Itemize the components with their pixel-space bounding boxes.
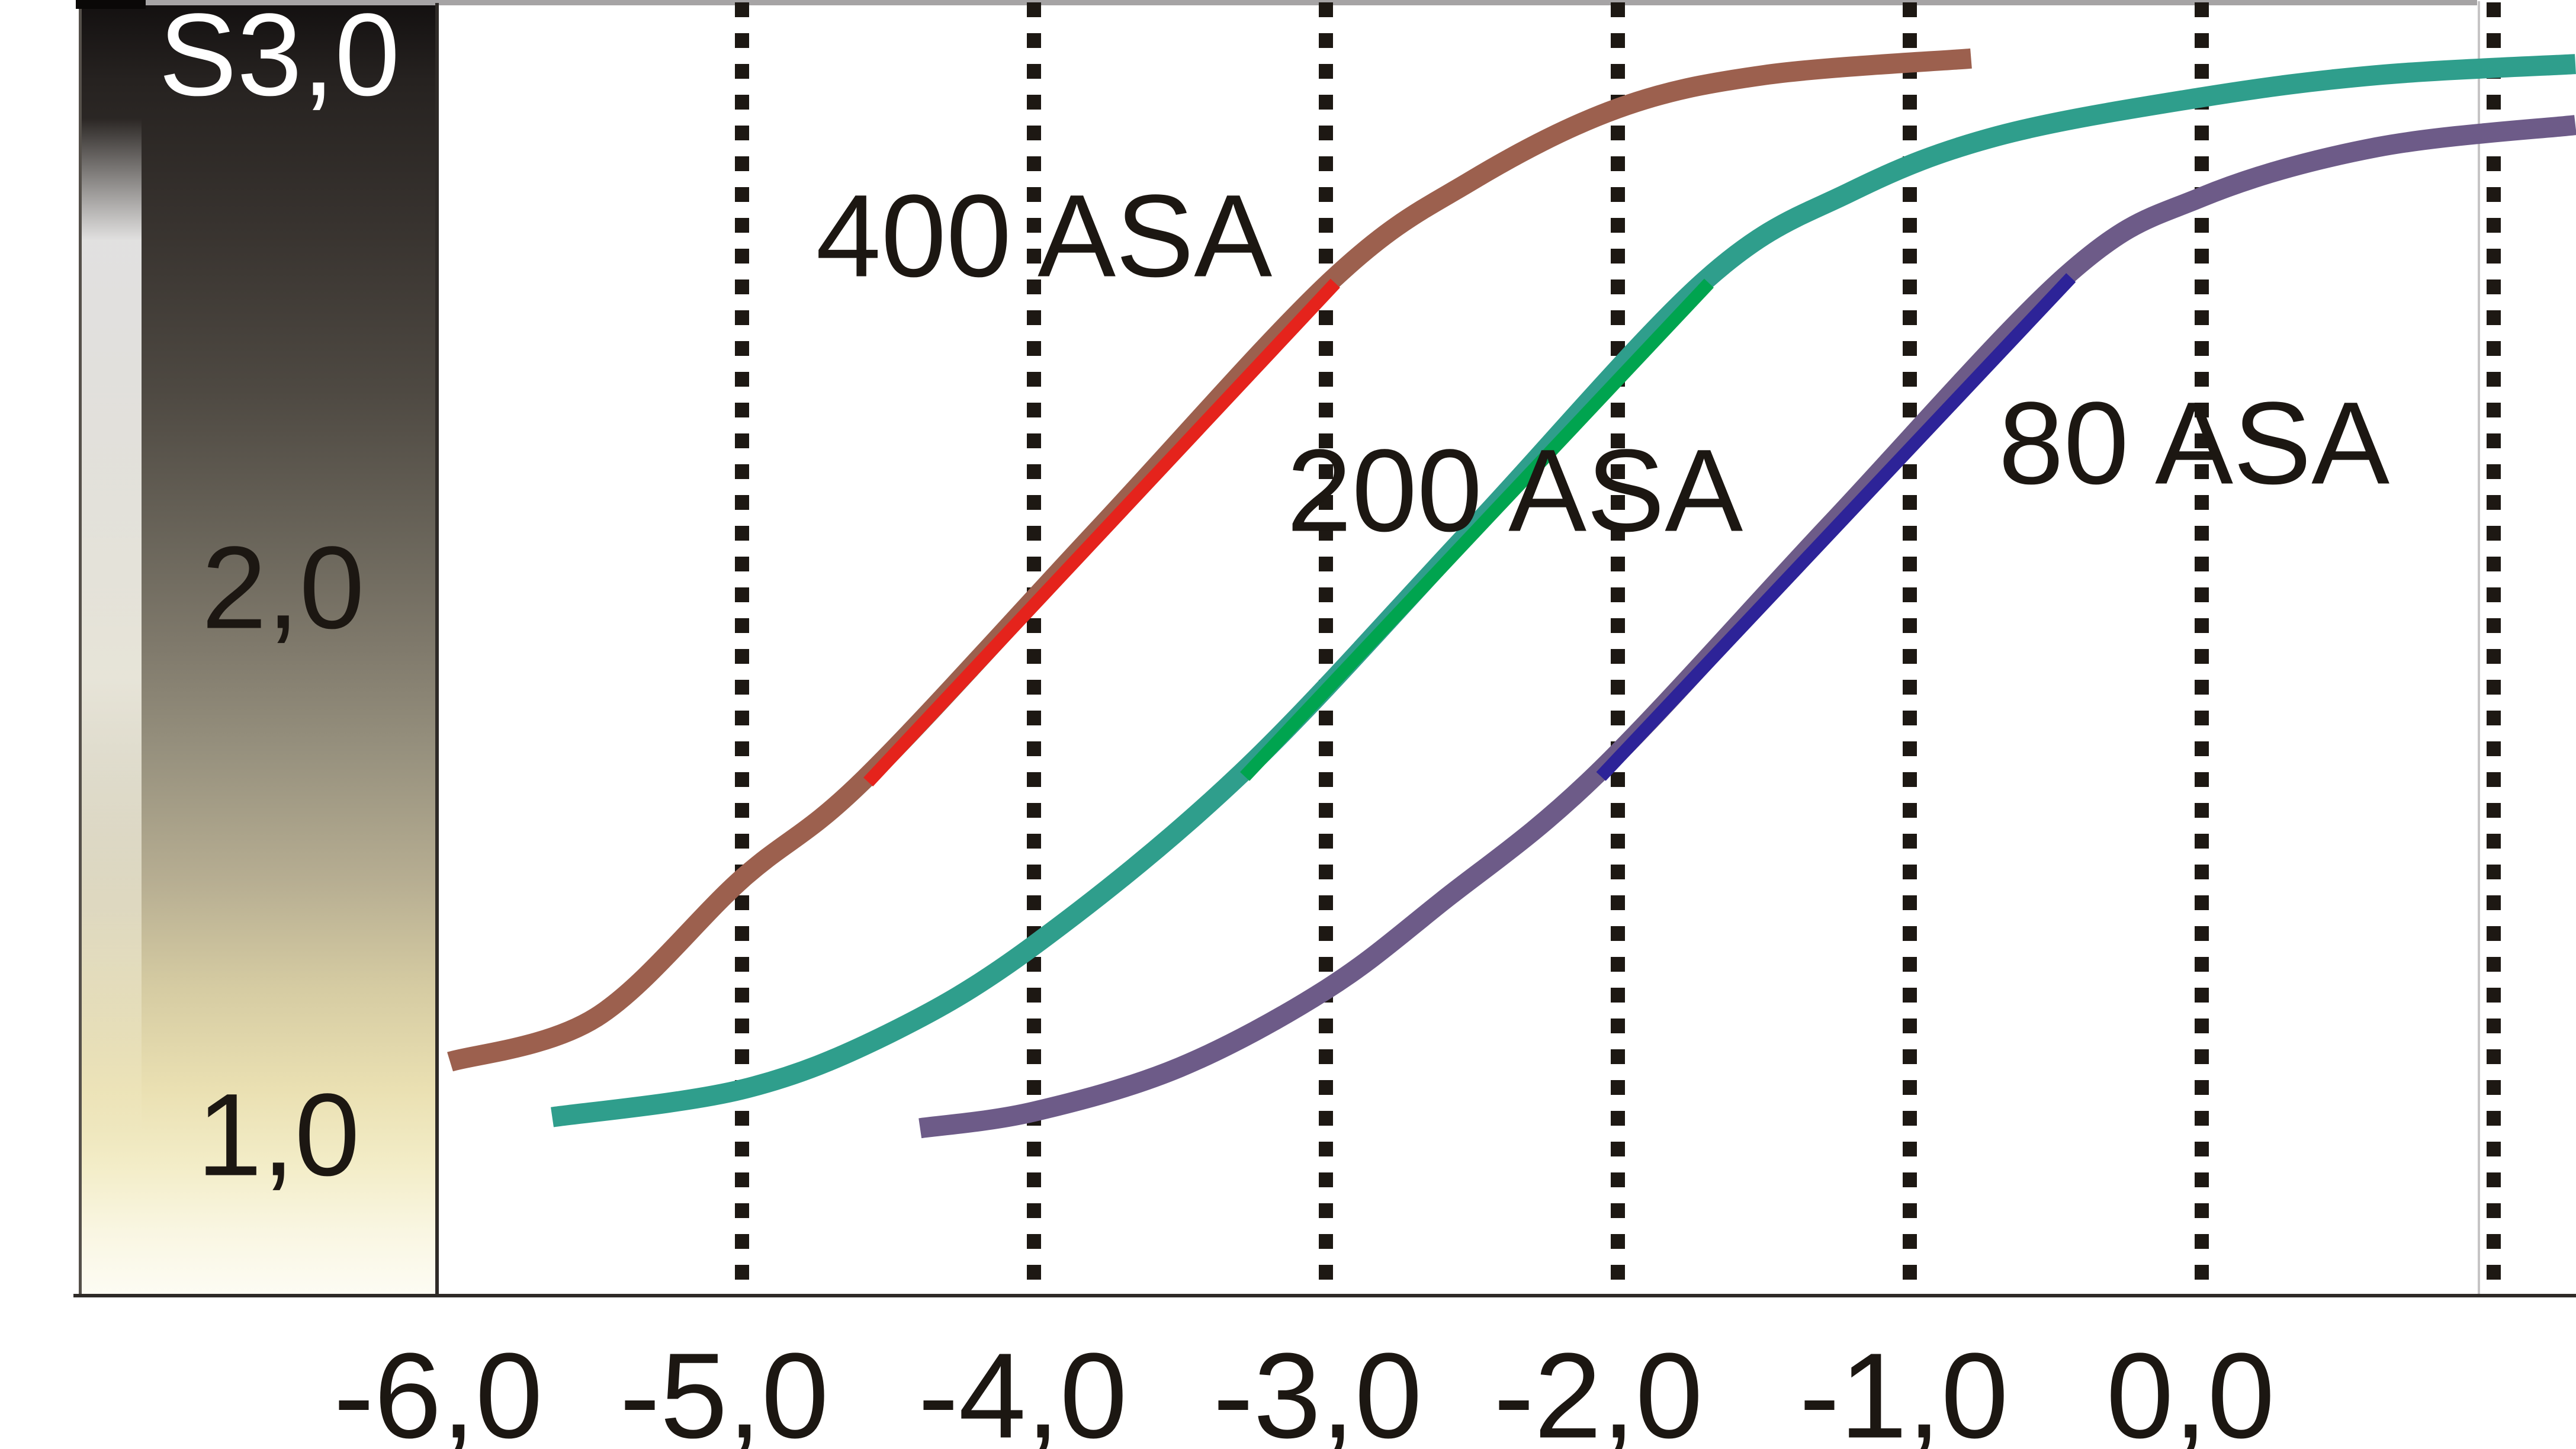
density-bar-edge-light bbox=[79, 118, 142, 1137]
x-label-minus3: -3,0 bbox=[1213, 1328, 1422, 1449]
x-axis-labels: -6,0 -5,0 -4,0 -3,0 -2,0 -1,0 0,0 bbox=[333, 1328, 2275, 1449]
x-label-minus5: -5,0 bbox=[619, 1328, 828, 1449]
y-label-1: 1,0 bbox=[197, 1069, 359, 1200]
y-scale-labels: S3,0 2,0 1,0 bbox=[159, 0, 400, 1200]
x-label-minus6: -6,0 bbox=[333, 1328, 542, 1449]
top-edge-artifacts bbox=[76, 0, 2477, 9]
curve-label-400asa: 400 ASA bbox=[816, 171, 1273, 301]
density-scale-bar bbox=[79, 3, 436, 1296]
y-label-3: S3,0 bbox=[159, 0, 400, 120]
y-label-2: 2,0 bbox=[201, 522, 364, 653]
linear-segment-200-asa bbox=[1240, 278, 1714, 781]
linear-segment-80-asa bbox=[1596, 273, 2076, 781]
x-label-minus4: -4,0 bbox=[918, 1328, 1127, 1449]
x-label-minus2: -2,0 bbox=[1493, 1328, 1703, 1449]
curve-label-200asa: 200 ASA bbox=[1287, 425, 1743, 556]
marked-segments-group bbox=[863, 273, 2076, 787]
x-label-zero: 0,0 bbox=[2106, 1328, 2275, 1449]
top-gray-strip bbox=[142, 0, 2477, 5]
linear-segment-400-asa bbox=[863, 278, 1340, 787]
x-label-minus1: -1,0 bbox=[1799, 1328, 2008, 1449]
curve-label-80asa: 80 ASA bbox=[1999, 378, 2390, 509]
curve-labels: 400 ASA 200 ASA 80 ASA bbox=[816, 171, 2390, 556]
density-bar-left-border bbox=[79, 3, 82, 1296]
top-black-notch bbox=[76, 0, 146, 9]
